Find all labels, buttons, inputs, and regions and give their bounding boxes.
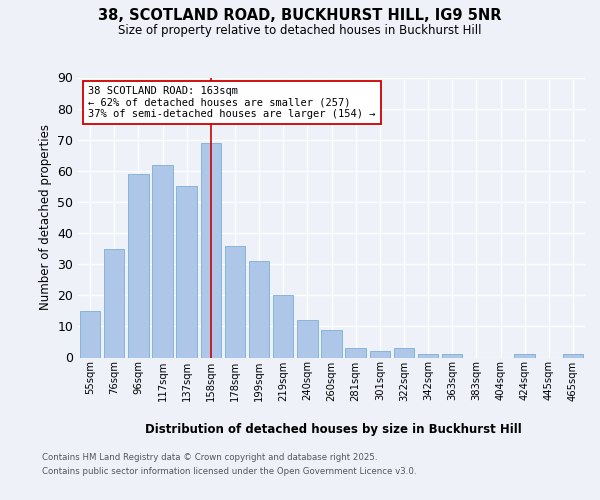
Bar <box>104 248 124 358</box>
Bar <box>514 354 535 358</box>
Bar <box>418 354 439 358</box>
Bar <box>152 164 173 358</box>
Bar <box>200 143 221 358</box>
Bar <box>224 246 245 358</box>
Bar <box>273 296 293 358</box>
Bar <box>176 186 197 358</box>
Bar <box>370 352 390 358</box>
Text: Contains HM Land Registry data © Crown copyright and database right 2025.: Contains HM Land Registry data © Crown c… <box>42 454 377 462</box>
Text: 38 SCOTLAND ROAD: 163sqm
← 62% of detached houses are smaller (257)
37% of semi-: 38 SCOTLAND ROAD: 163sqm ← 62% of detach… <box>88 86 376 119</box>
Bar <box>249 261 269 358</box>
Bar <box>297 320 317 358</box>
Text: Contains public sector information licensed under the Open Government Licence v3: Contains public sector information licen… <box>42 467 416 476</box>
Text: Size of property relative to detached houses in Buckhurst Hill: Size of property relative to detached ho… <box>118 24 482 37</box>
Bar <box>321 330 342 357</box>
Bar <box>442 354 463 358</box>
Y-axis label: Number of detached properties: Number of detached properties <box>38 124 52 310</box>
Bar <box>80 311 100 358</box>
Bar <box>394 348 414 358</box>
Text: 38, SCOTLAND ROAD, BUCKHURST HILL, IG9 5NR: 38, SCOTLAND ROAD, BUCKHURST HILL, IG9 5… <box>98 8 502 22</box>
Bar <box>563 354 583 358</box>
Text: Distribution of detached houses by size in Buckhurst Hill: Distribution of detached houses by size … <box>145 422 521 436</box>
Bar <box>346 348 366 358</box>
Bar <box>128 174 149 358</box>
